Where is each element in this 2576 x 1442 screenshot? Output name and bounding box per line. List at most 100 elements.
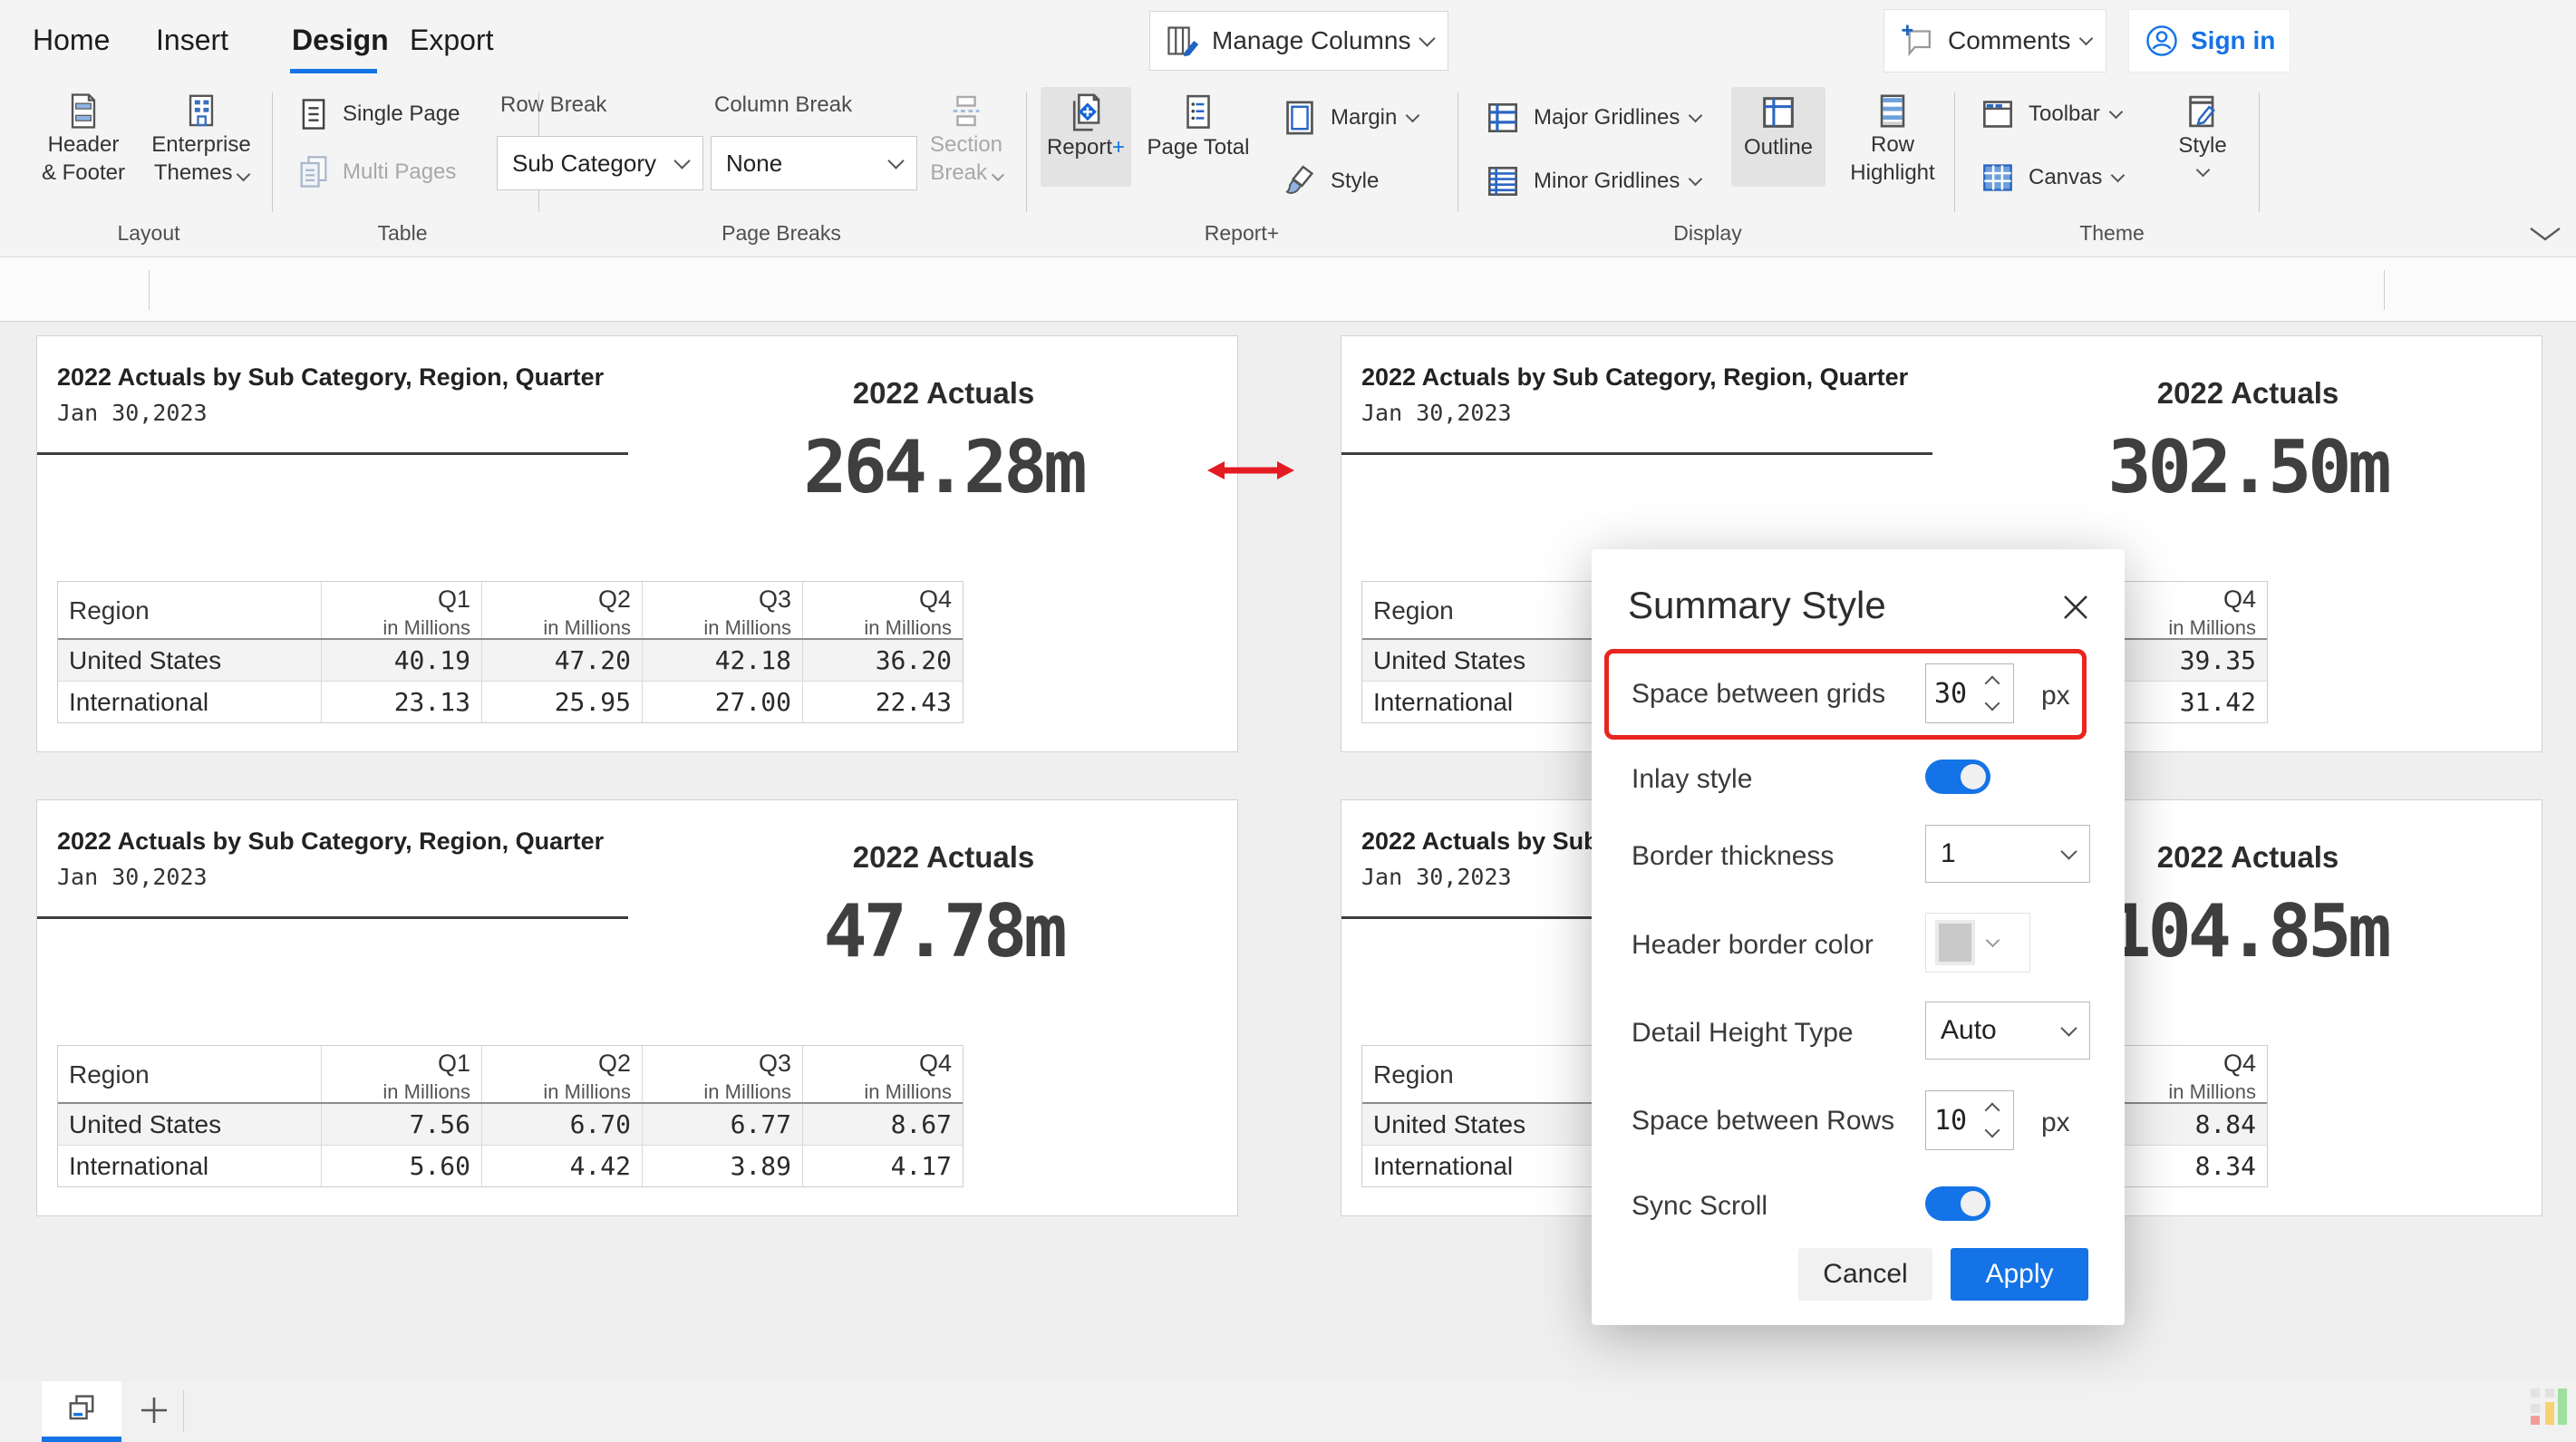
canvas-theme-button[interactable]: Canvas [1978, 154, 2126, 201]
collapse-ribbon-chevron-icon[interactable] [2525, 223, 2565, 245]
column-break-value: None [726, 149, 783, 177]
row-highlight-label: Row [1870, 132, 1914, 157]
kpi-label: 2022 Actuals [2156, 376, 2339, 410]
region-cell: United States [69, 1109, 222, 1138]
toggle-knob [1961, 764, 1986, 789]
section-break-button[interactable]: Section Break [914, 87, 1019, 187]
menu-home[interactable]: Home [33, 24, 111, 56]
minor-gridlines-button[interactable]: Minor Gridlines [1483, 158, 1703, 205]
single-page-label: Single Page [343, 102, 460, 126]
chevron-down-icon [2108, 104, 2123, 119]
chevron-down-icon [673, 151, 691, 169]
space-between-grids-input[interactable] [1926, 677, 1975, 710]
group-label-report-plus: Report+ [1204, 221, 1280, 245]
summary-panel-bottom-left[interactable]: 2022 Actuals by Sub Category, Region, Qu… [36, 799, 1238, 1216]
inlay-style-toggle[interactable] [1925, 760, 1990, 794]
value-cell: 8.34 [2106, 1146, 2267, 1186]
region-cell: United States [69, 645, 222, 674]
summary-panel-top-left[interactable]: 2022 Actuals by Sub Category, Region, Qu… [36, 335, 1238, 752]
group-divider [1457, 92, 1458, 212]
panel-title: 2022 Actuals by Sub Category, Region, Qu… [57, 363, 605, 391]
panel-title: 2022 Actuals by Sub Category, Region, Qu… [57, 827, 605, 855]
margin-button[interactable]: Margin [1280, 94, 1420, 141]
active-page-underline [42, 1437, 121, 1442]
value-cell: 47.20 [481, 640, 642, 681]
page-tab-active[interactable] [42, 1381, 121, 1437]
divider [2384, 270, 2385, 310]
divider [149, 270, 150, 310]
menu-export[interactable]: Export [410, 24, 494, 56]
major-gridlines-label: Major Gridlines [1534, 105, 1680, 130]
mini-chart-icon [2545, 1389, 2554, 1398]
report-style-button[interactable]: Style [1280, 158, 1379, 205]
page-tab-bar [0, 1381, 2576, 1442]
menu-design[interactable]: Design [292, 24, 389, 56]
apply-button[interactable]: Apply [1951, 1248, 2088, 1301]
single-page-button[interactable]: Single Page [295, 91, 460, 138]
add-comment-icon [1902, 24, 1931, 57]
title-rule [37, 452, 628, 455]
mini-chart-icon [2531, 1416, 2540, 1425]
page-total-button[interactable]: Page Total [1138, 87, 1258, 187]
row-highlight-icon [1880, 94, 1905, 128]
column-break-label: Column Break [714, 92, 853, 117]
column-break-dropdown[interactable]: None [711, 136, 917, 190]
multi-pages-button[interactable]: Multi Pages [295, 149, 456, 196]
single-page-icon [302, 99, 325, 130]
sync-scroll-toggle[interactable] [1925, 1186, 1990, 1221]
chevron-down-icon [2079, 31, 2094, 45]
detail-height-type-dropdown[interactable]: Auto [1925, 1002, 2090, 1060]
value-cell: 3.89 [642, 1146, 802, 1186]
cancel-button[interactable]: Cancel [1798, 1248, 1932, 1301]
increment-icon[interactable] [1984, 675, 2000, 692]
report-plus-button[interactable]: Report+ [1041, 87, 1131, 187]
toolbar-theme-button[interactable]: Toolbar [1978, 91, 2123, 138]
grid-spacing-resize-arrow[interactable] [1207, 454, 1294, 487]
increment-icon[interactable] [1984, 1102, 2000, 1118]
row-break-dropdown[interactable]: Sub Category [497, 136, 703, 190]
close-icon[interactable] [2059, 591, 2092, 624]
chevron-down-icon [1406, 108, 1420, 122]
region-cell: International [69, 687, 209, 716]
outline-button[interactable]: Outline [1731, 87, 1825, 187]
value-cell: 27.00 [642, 682, 802, 722]
theme-style-button[interactable]: Style [2161, 87, 2244, 187]
header-footer-button[interactable]: Header & Footer [34, 87, 132, 187]
row-highlight-button[interactable]: Row Highlight [1838, 87, 1947, 187]
space-between-rows-input[interactable] [1926, 1104, 1975, 1137]
manage-columns-button[interactable]: Manage Columns [1149, 11, 1449, 71]
border-thickness-dropdown[interactable]: 1 [1925, 825, 2090, 883]
manage-columns-icon [1167, 26, 1199, 57]
panel-date: Jan 30,2023 [1361, 400, 1512, 426]
add-page-button[interactable] [138, 1394, 170, 1427]
value-cell: 40.19 [321, 640, 481, 681]
menu-insert[interactable]: Insert [156, 24, 229, 56]
chevron-down-icon [2111, 168, 2126, 182]
major-gridlines-button[interactable]: Major Gridlines [1483, 94, 1703, 141]
decrement-icon[interactable] [1984, 1122, 2000, 1138]
header-border-color-picker[interactable] [1925, 913, 2030, 973]
value-cell: 8.67 [802, 1104, 963, 1145]
header-footer-label: & Footer [41, 160, 126, 185]
section-break-label: Section [929, 132, 1003, 157]
enterprise-themes-button[interactable]: Enterprise Themes [138, 87, 265, 187]
paint-brush-icon [1285, 165, 1314, 194]
mini-chart-icon [2531, 1404, 2540, 1413]
minor-gridlines-label: Minor Gridlines [1534, 169, 1680, 193]
space-between-rows-stepper[interactable] [1925, 1090, 2014, 1150]
title-rule [1341, 452, 1932, 455]
canvas-icon [1983, 164, 2012, 191]
group-divider [1026, 92, 1027, 212]
value-cell: 7.56 [321, 1104, 481, 1145]
decrement-icon[interactable] [1984, 695, 2000, 711]
chevron-down-icon [236, 167, 251, 182]
sign-in-button[interactable]: Sign in [2128, 9, 2291, 73]
comments-button[interactable]: Comments [1884, 9, 2107, 73]
region-column-header: Region [1373, 1060, 1454, 1089]
value-cell: 6.77 [642, 1104, 802, 1145]
space-between-grids-stepper[interactable] [1925, 663, 2014, 723]
toggle-knob [1961, 1191, 1986, 1216]
